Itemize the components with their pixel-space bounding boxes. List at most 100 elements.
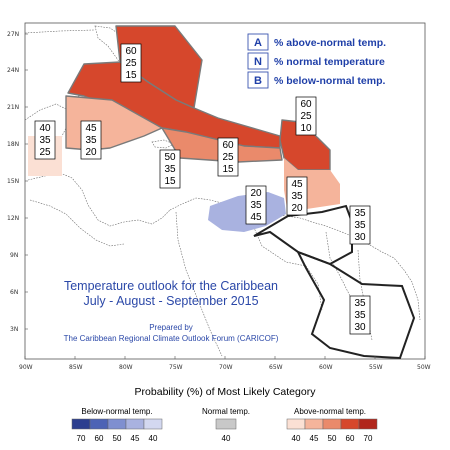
normal-swatches	[215, 418, 237, 430]
swatch-above-70	[358, 418, 378, 430]
below-normal-value: 30	[354, 232, 366, 243]
lon-tick-label: 65W	[269, 364, 283, 371]
normal-value: 25	[222, 152, 234, 163]
above-normal-label: Above-normal temp.	[294, 407, 366, 416]
below-normal-value: 25	[39, 147, 51, 158]
lat-tick-label: 15N	[7, 178, 19, 185]
colorbar-tick: 60	[95, 434, 104, 443]
swatch-below-45	[125, 418, 145, 430]
lon-tick-label: 85W	[69, 364, 83, 371]
normal-value: 25	[125, 58, 137, 69]
outlook-title: Temperature outlook for the Caribbean	[64, 279, 278, 293]
colorbar-tick: 40	[149, 434, 158, 443]
prepared-by-label: Prepared by	[149, 323, 193, 332]
lat-tick-label: 24N	[7, 67, 19, 74]
normal-value: 35	[250, 200, 262, 211]
swatch-above-40	[286, 418, 306, 430]
longitude-axis: 90W 85W 80W 75W 70W 65W 60W 55W 50W	[19, 356, 431, 371]
legend-text: % normal temperature	[274, 56, 385, 68]
normal-value: 25	[300, 111, 312, 122]
latitude-axis: 27N 24N 21N 18N 15N 12N 9N 6N 3N	[7, 31, 28, 333]
swatch-below-70	[71, 418, 91, 430]
gulf-coast-coastline	[24, 29, 95, 34]
legend-text: % below-normal temp.	[274, 75, 386, 87]
probability-box-belize-yucatan: 40 35 25	[34, 120, 56, 160]
swatch-above-50	[322, 418, 342, 430]
above-normal-value: 45	[291, 179, 303, 190]
legend-letter: A	[254, 37, 262, 49]
outlook-period: July - August - September 2015	[83, 294, 258, 308]
swatch-below-40	[143, 418, 163, 430]
region-suriname-french-guiana[interactable]	[295, 250, 416, 360]
below-normal-value: 15	[164, 176, 176, 187]
below-normal-value: 10	[300, 123, 312, 134]
above-normal-value: 50	[164, 152, 176, 163]
above-normal-value: 60	[300, 99, 312, 110]
colorbar-tick: 40	[292, 434, 301, 443]
probability-box-suriname-french-guiana: 35 35 30	[349, 295, 371, 335]
probability-box-lesser-antilles-north: 60 25 10	[295, 96, 317, 136]
colorbar-ticks: 70 60 50 45 40 40 40 45 50 60 70	[77, 434, 373, 443]
probability-box-bahamas: 60 25 15	[120, 43, 142, 83]
above-normal-value: 60	[125, 46, 137, 57]
colorbar-tick: 40	[222, 434, 231, 443]
lat-tick-label: 9N	[10, 252, 18, 259]
lat-tick-label: 21N	[7, 104, 19, 111]
colorbar-tick: 45	[310, 434, 319, 443]
legend-text: % above-normal temp.	[274, 37, 386, 49]
lat-tick-label: 3N	[10, 326, 18, 333]
normal-value: 35	[354, 220, 366, 231]
normal-value: 35	[39, 135, 51, 146]
lon-tick-label: 60W	[319, 364, 333, 371]
normal-label: Normal temp.	[202, 407, 250, 416]
colorbar-tick: 50	[113, 434, 122, 443]
map-area: 27N 24N 21N 18N 15N 12N 9N 6N 3N 90W 85W…	[7, 22, 431, 371]
category-legend: A % above-normal temp. N % normal temper…	[247, 33, 386, 89]
above-normal-value: 45	[85, 123, 97, 134]
swatch-above-60	[340, 418, 360, 430]
below-normal-value: 30	[354, 322, 366, 333]
south-america-interior-border	[175, 211, 223, 357]
lon-tick-label: 90W	[19, 364, 33, 371]
outlook-title-block: Temperature outlook for the Caribbean Ju…	[64, 279, 279, 343]
below-normal-value: 15	[222, 164, 234, 175]
forum-credit: The Caribbean Regional Climate Outlook F…	[64, 334, 279, 343]
above-normal-swatches	[286, 418, 378, 430]
lat-tick-label: 18N	[7, 141, 19, 148]
probability-box-windward-islands: 45 35 20	[286, 176, 308, 216]
above-normal-value: 35	[354, 298, 366, 309]
above-normal-value: 60	[222, 140, 234, 151]
lon-tick-label: 75W	[169, 364, 183, 371]
colorbar-title: Probability (%) of Most Likely Category	[135, 386, 317, 398]
colorbar-tick: 70	[77, 434, 86, 443]
normal-value: 35	[164, 164, 176, 175]
below-normal-value: 20	[291, 203, 303, 214]
legend-item-normal: N % normal temperature	[247, 52, 385, 70]
probability-box-guyana-trinidad: 35 35 30	[349, 205, 371, 245]
colorbar-tick: 60	[346, 434, 355, 443]
lat-tick-label: 27N	[7, 31, 19, 38]
above-normal-value: 40	[39, 123, 51, 134]
below-normal-swatches	[71, 418, 163, 430]
coastlines	[24, 25, 421, 357]
legend-item-below: B % below-normal temp.	[247, 71, 386, 89]
probability-colorbar: Probability (%) of Most Likely Category …	[71, 386, 378, 443]
probability-box-central-caribbean-sea: 50 35 15	[159, 149, 181, 189]
above-normal-value: 35	[354, 208, 366, 219]
colorbar-tick: 45	[131, 434, 140, 443]
below-normal-value: 15	[125, 70, 137, 81]
legend-letter: N	[254, 56, 262, 68]
colombia-venezuela-coastline	[169, 197, 421, 321]
lon-tick-label: 55W	[369, 364, 383, 371]
central-america-pacific-coastline	[29, 199, 125, 247]
lon-tick-label: 70W	[219, 364, 233, 371]
below-normal-value: 45	[250, 212, 262, 223]
below-normal-label: Below-normal temp.	[81, 407, 152, 416]
lat-tick-label: 12N	[7, 215, 19, 222]
normal-value: 35	[291, 191, 303, 202]
colorbar-tick: 50	[328, 434, 337, 443]
swatch-normal-40	[215, 418, 237, 430]
colorbar-tick: 70	[364, 434, 373, 443]
lon-tick-label: 80W	[119, 364, 133, 371]
